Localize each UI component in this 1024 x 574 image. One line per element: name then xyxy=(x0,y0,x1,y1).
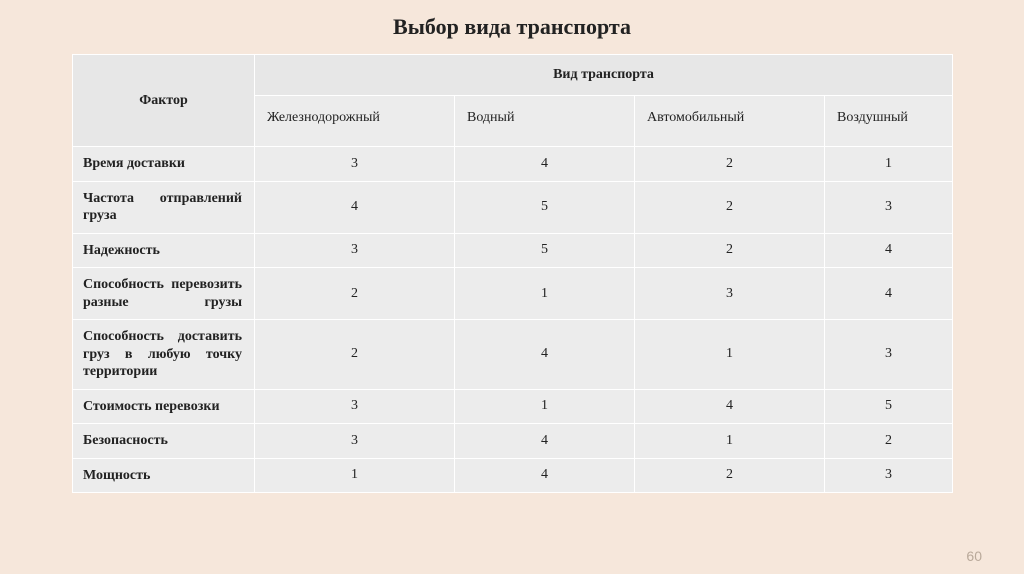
value-cell: 1 xyxy=(455,389,635,424)
value-cell: 2 xyxy=(255,320,455,390)
header-group: Вид транспорта xyxy=(255,55,953,96)
factor-cell: Безопасность xyxy=(73,424,255,459)
table-row: Частота отправлений груза4523 xyxy=(73,181,953,233)
value-cell: 2 xyxy=(825,424,953,459)
value-cell: 4 xyxy=(635,389,825,424)
value-cell: 2 xyxy=(635,458,825,493)
value-cell: 5 xyxy=(455,181,635,233)
value-cell: 2 xyxy=(635,233,825,268)
factor-cell: Способность перевозить разные грузы xyxy=(73,268,255,320)
header-col-3: Воздушный xyxy=(825,96,953,147)
value-cell: 2 xyxy=(635,147,825,182)
value-cell: 4 xyxy=(255,181,455,233)
table-row: Мощность1423 xyxy=(73,458,953,493)
value-cell: 1 xyxy=(635,320,825,390)
header-col-2: Автомобильный xyxy=(635,96,825,147)
table-row: Стоимость перевозки3145 xyxy=(73,389,953,424)
value-cell: 2 xyxy=(635,181,825,233)
transport-table-container: Фактор Вид транспорта Железнодорожный Во… xyxy=(72,54,952,493)
factor-cell: Мощность xyxy=(73,458,255,493)
value-cell: 1 xyxy=(825,147,953,182)
value-cell: 4 xyxy=(455,424,635,459)
header-col-0: Железнодорожный xyxy=(255,96,455,147)
value-cell: 4 xyxy=(825,268,953,320)
value-cell: 3 xyxy=(825,458,953,493)
value-cell: 1 xyxy=(635,424,825,459)
value-cell: 3 xyxy=(825,181,953,233)
value-cell: 5 xyxy=(825,389,953,424)
factor-cell: Частота отправлений груза xyxy=(73,181,255,233)
value-cell: 3 xyxy=(255,424,455,459)
value-cell: 3 xyxy=(255,389,455,424)
value-cell: 4 xyxy=(455,458,635,493)
factor-cell: Надежность xyxy=(73,233,255,268)
table-row: Время доставки3421 xyxy=(73,147,953,182)
factor-cell: Время доставки xyxy=(73,147,255,182)
value-cell: 3 xyxy=(255,233,455,268)
table-body: Время доставки3421Частота отправлений гр… xyxy=(73,147,953,493)
value-cell: 2 xyxy=(255,268,455,320)
value-cell: 1 xyxy=(255,458,455,493)
value-cell: 4 xyxy=(455,147,635,182)
page-title: Выбор вида транспорта xyxy=(0,0,1024,54)
value-cell: 3 xyxy=(635,268,825,320)
table-row: Надежность3524 xyxy=(73,233,953,268)
page-number: 60 xyxy=(966,548,982,564)
table-head: Фактор Вид транспорта Железнодорожный Во… xyxy=(73,55,953,147)
value-cell: 4 xyxy=(825,233,953,268)
value-cell: 3 xyxy=(825,320,953,390)
factor-cell: Стоимость перевозки xyxy=(73,389,255,424)
header-factor: Фактор xyxy=(73,55,255,147)
value-cell: 5 xyxy=(455,233,635,268)
transport-table: Фактор Вид транспорта Железнодорожный Во… xyxy=(72,54,953,493)
factor-cell: Способность доставить груз в любую точку… xyxy=(73,320,255,390)
value-cell: 4 xyxy=(455,320,635,390)
table-row: Безопасность3412 xyxy=(73,424,953,459)
value-cell: 1 xyxy=(455,268,635,320)
table-row: Способность перевозить разные грузы2134 xyxy=(73,268,953,320)
value-cell: 3 xyxy=(255,147,455,182)
table-row: Способность доставить груз в любую точку… xyxy=(73,320,953,390)
header-col-1: Водный xyxy=(455,96,635,147)
